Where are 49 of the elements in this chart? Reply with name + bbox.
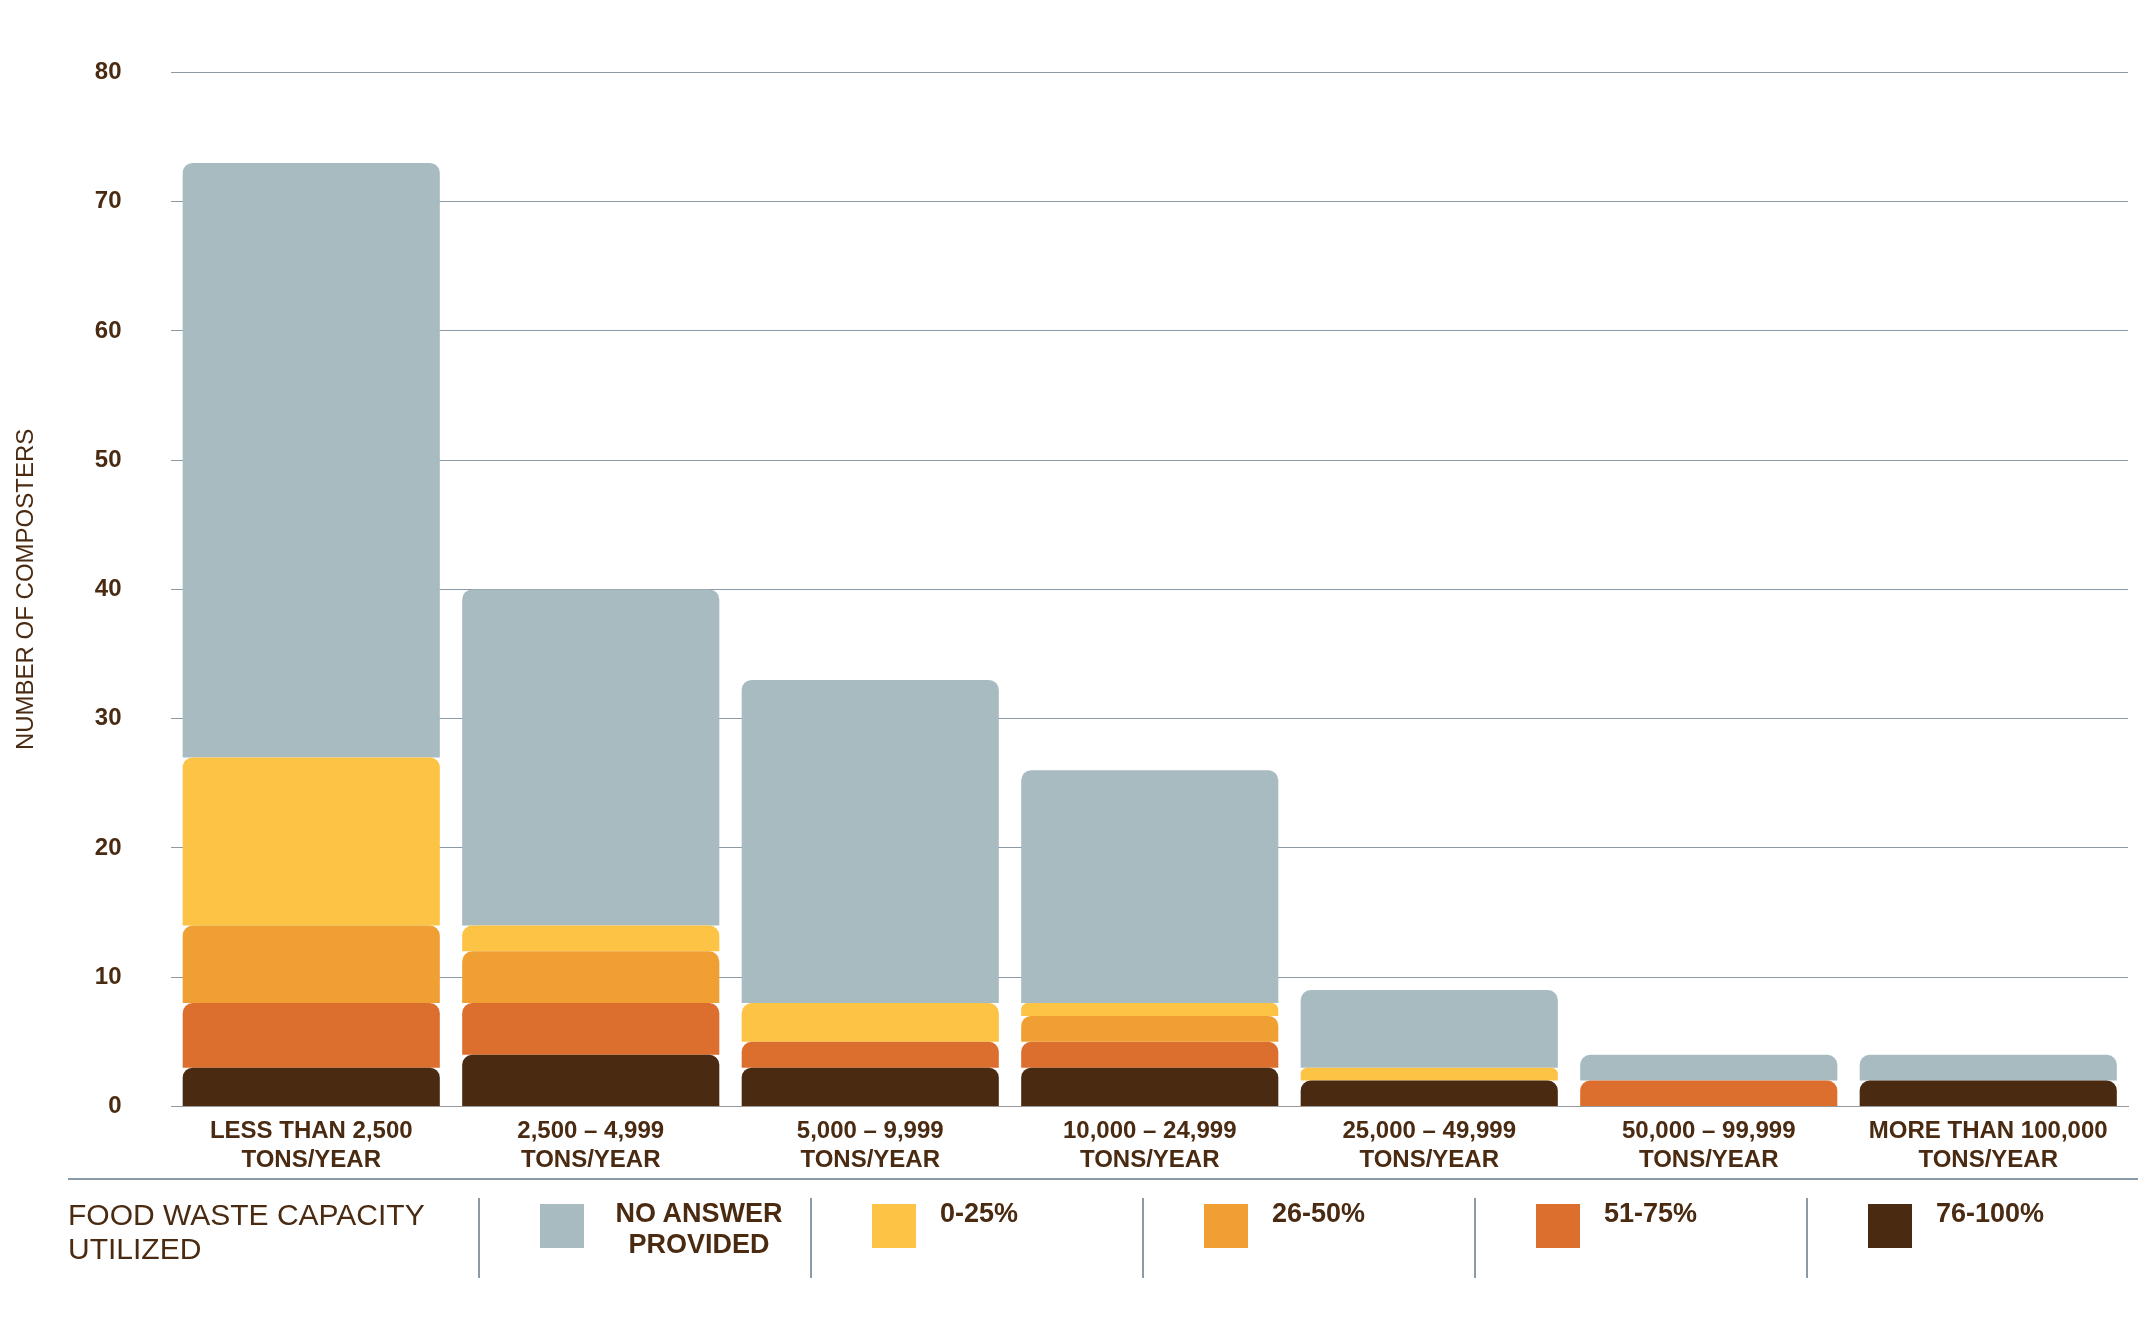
bar bbox=[1300, 1067, 1558, 1081]
bar bbox=[182, 757, 440, 926]
bar bbox=[1859, 1080, 2117, 1106]
bar bbox=[462, 925, 720, 952]
x-tick-label: LESS THAN 2,500 TONS/YEAR bbox=[209, 1116, 413, 1173]
bar bbox=[741, 1003, 999, 1042]
bar bbox=[1021, 1015, 1279, 1042]
x-tick-label: MORE THAN 100,000 TONS/YEAR bbox=[1868, 1116, 2108, 1173]
bar bbox=[1021, 1003, 1279, 1016]
bar bbox=[462, 951, 720, 1003]
x-tick-label: 10,000 – 24,999 TONS/YEAR bbox=[1063, 1116, 1237, 1173]
bar bbox=[1021, 1041, 1279, 1068]
legend-label: 51-75% bbox=[1604, 1198, 1698, 1229]
bar bbox=[741, 1041, 999, 1068]
x-tick-label: 50,000 – 99,999 TONS/YEAR bbox=[1622, 1116, 1796, 1173]
y-tick-label: 80 bbox=[94, 57, 122, 85]
x-tick-label: 5,000 – 9,999 TONS/YEAR bbox=[796, 1116, 944, 1173]
x-tick-label: 2,500 – 4,999 TONS/YEAR bbox=[517, 1116, 665, 1173]
bar bbox=[1300, 1080, 1558, 1106]
y-tick-label: 0 bbox=[108, 1091, 122, 1119]
y-tick-label: 20 bbox=[94, 832, 122, 860]
y-tick-label: 10 bbox=[94, 961, 122, 989]
bar bbox=[1300, 990, 1558, 1068]
bar bbox=[1580, 1054, 1838, 1081]
bar bbox=[741, 1067, 999, 1106]
y-tick-label: 70 bbox=[94, 186, 122, 214]
bar bbox=[462, 589, 720, 926]
y-axis-title: NUMBER OF COMPOSTERS bbox=[11, 428, 39, 751]
bar bbox=[1021, 1067, 1279, 1106]
y-tick-label: 40 bbox=[94, 574, 122, 602]
bar bbox=[1580, 1080, 1838, 1106]
bar bbox=[462, 1003, 720, 1055]
bar bbox=[741, 679, 999, 1003]
legend-label: 76-100% bbox=[1936, 1198, 2045, 1229]
bar bbox=[1859, 1054, 2117, 1081]
bar bbox=[462, 1054, 720, 1106]
y-tick-label: 50 bbox=[94, 444, 122, 472]
y-tick-label: 60 bbox=[94, 315, 122, 343]
legend-title: FOOD WASTE CAPACITY UTILIZED bbox=[68, 1198, 480, 1278]
bar bbox=[182, 925, 440, 1003]
bar bbox=[182, 162, 440, 758]
bar bbox=[1021, 770, 1279, 1003]
legend-label: 26-50% bbox=[1272, 1198, 1366, 1229]
y-tick-label: 30 bbox=[94, 703, 122, 731]
legend-label: NO ANSWER PROVIDED bbox=[614, 1198, 784, 1260]
bar bbox=[182, 1003, 440, 1068]
x-tick-label: 25,000 – 49,999 TONS/YEAR bbox=[1342, 1116, 1516, 1173]
bar bbox=[182, 1067, 440, 1106]
legend-label: 0-25% bbox=[940, 1198, 1019, 1229]
